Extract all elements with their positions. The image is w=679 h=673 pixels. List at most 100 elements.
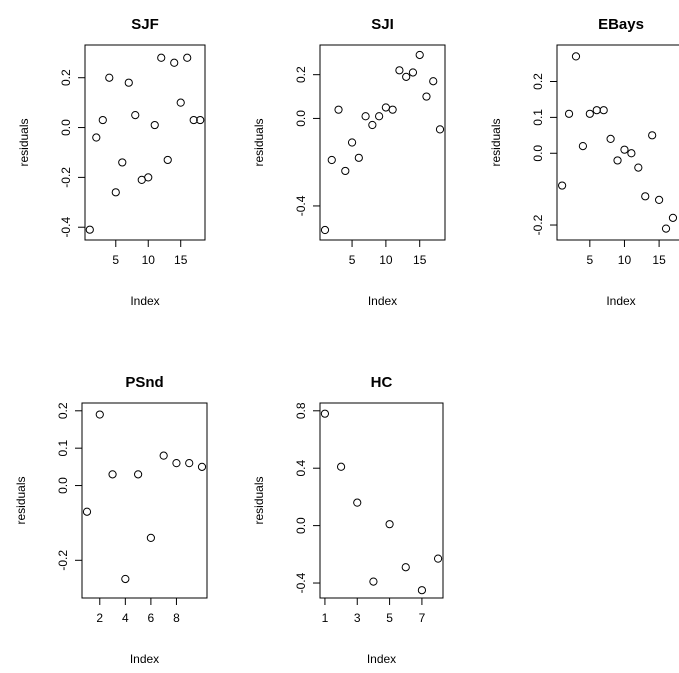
data-point [105, 73, 114, 82]
x-axis: 2 4 6 8 [96, 597, 180, 625]
y-tick-label: 0.2 [56, 402, 70, 419]
data-points [320, 409, 443, 595]
y-axis: -0.4 0.0 0.2 [294, 66, 321, 216]
y-tick-label: 0.2 [294, 66, 308, 83]
y-axis: -0.2 0.0 0.1 0.2 [531, 73, 558, 235]
data-point [92, 133, 101, 142]
data-point [336, 462, 346, 471]
data-points [558, 52, 678, 233]
data-point [388, 105, 397, 114]
data-point [578, 141, 588, 151]
data-point [661, 224, 671, 233]
panel-sji: SJI 5 10 15 Index -0.4 0.0 0.2 residuals [252, 16, 446, 308]
x-tick-label: 6 [148, 611, 155, 625]
data-point [668, 213, 678, 222]
data-point [558, 181, 567, 190]
data-point [627, 149, 636, 158]
x-tick-label: 2 [96, 611, 103, 625]
data-point [395, 66, 404, 75]
data-point [599, 106, 608, 115]
data-point [144, 173, 153, 182]
y-axis: -0.4 -0.2 0.0 0.2 [59, 69, 86, 238]
y-tick-label: 0.2 [531, 73, 545, 90]
y-tick-label: -0.2 [59, 167, 73, 188]
plot-frame [319, 44, 446, 241]
data-point [613, 156, 622, 165]
data-point [121, 574, 130, 584]
panel-title: HC [371, 374, 393, 391]
x-tick-label: 5 [349, 253, 356, 267]
x-tick-label: 15 [174, 253, 188, 267]
data-point [159, 451, 168, 460]
x-tick-label: 3 [354, 611, 361, 625]
y-tick-label: 0.0 [56, 477, 70, 494]
x-tick-label: 5 [112, 253, 119, 267]
data-point [334, 105, 343, 114]
data-point [163, 155, 172, 165]
panel-title: EBays [598, 16, 644, 33]
x-tick-label: 10 [618, 253, 632, 267]
panel-title: SJI [371, 16, 394, 33]
data-point [196, 115, 205, 125]
data-point [641, 192, 650, 201]
x-tick-label: 10 [379, 253, 393, 267]
data-point [124, 78, 133, 87]
data-points [85, 53, 205, 234]
panel-title: SJF [131, 16, 159, 33]
y-tick-label: 0.0 [294, 110, 308, 127]
y-axis-label: residuals [252, 118, 266, 166]
data-point [417, 586, 427, 595]
data-point [606, 134, 615, 144]
x-axis: 1 3 5 7 [322, 597, 426, 625]
data-point [369, 577, 378, 586]
data-point [157, 53, 166, 62]
data-point [571, 52, 581, 61]
y-tick-label: 0.1 [56, 440, 70, 457]
y-axis: -0.2 0.0 0.1 0.2 [56, 402, 83, 571]
y-axis: -0.4 0.0 0.4 0.8 [294, 402, 321, 593]
y-tick-label: -0.4 [294, 572, 308, 593]
data-point [108, 470, 117, 479]
x-tick-label: 4 [122, 611, 129, 625]
data-point [134, 470, 143, 479]
data-point [170, 58, 179, 67]
plot-frame [81, 402, 208, 599]
data-point [185, 459, 194, 468]
data-point [648, 131, 657, 140]
data-points [82, 410, 207, 584]
y-tick-label: 0.0 [531, 145, 545, 162]
x-axis: 5 10 15 [349, 239, 427, 267]
data-point [422, 92, 431, 101]
x-tick-label: 5 [386, 611, 393, 625]
data-points [320, 50, 445, 235]
data-point [620, 145, 629, 154]
x-axis-label: Index [130, 652, 159, 666]
plot-frame [556, 44, 679, 241]
data-point [146, 533, 155, 542]
y-tick-label: 0.1 [531, 109, 545, 126]
data-point [585, 109, 594, 118]
data-point [189, 115, 198, 125]
data-point [320, 409, 330, 418]
x-tick-label: 15 [413, 253, 427, 267]
x-tick-label: 1 [322, 611, 329, 625]
y-axis-label: residuals [489, 118, 503, 166]
data-point [634, 163, 643, 172]
plot-frame [319, 402, 444, 599]
panel-psnd: PSnd 2 4 6 8 Index -0.2 0.0 0.1 0.2 residuals [14, 374, 208, 666]
data-point [85, 225, 94, 234]
y-tick-label: 0.0 [294, 517, 308, 534]
x-tick-label: 8 [173, 611, 180, 625]
y-tick-label: 0.2 [59, 69, 73, 86]
data-point [564, 109, 574, 118]
data-point [82, 507, 92, 516]
data-point [385, 520, 394, 529]
x-tick-label: 10 [142, 253, 156, 267]
data-point [341, 166, 350, 176]
data-point [95, 410, 104, 419]
y-axis-label: residuals [17, 118, 31, 166]
data-point [433, 554, 443, 563]
y-tick-label: -0.4 [59, 217, 73, 238]
data-point [381, 103, 390, 112]
